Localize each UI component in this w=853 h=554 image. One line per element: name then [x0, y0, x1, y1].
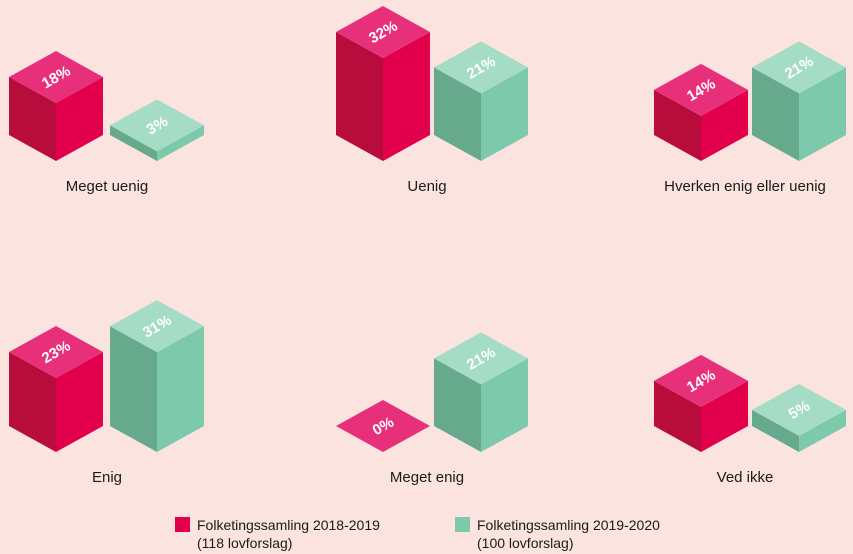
bar-left-face: [752, 409, 799, 452]
legend-swatch: [455, 517, 470, 532]
bar-left-face: [110, 326, 157, 452]
category-label: Ved ikke: [717, 469, 774, 486]
bar-top-face: [434, 41, 528, 94]
bar: [752, 41, 846, 161]
bar-left-face: [9, 77, 56, 161]
bar-right-face: [56, 351, 103, 452]
bar: [336, 400, 430, 452]
bar-left-face: [336, 31, 383, 162]
bar: [434, 332, 528, 452]
bar-top-face: [110, 99, 204, 152]
legend-label: Folketingssamling 2019-2020: [477, 517, 660, 533]
bar-right-face: [701, 89, 748, 161]
bar-right-face: [157, 125, 204, 161]
bar-top-face: [9, 51, 103, 104]
legend-detail: (100 lovforslag): [477, 535, 574, 551]
bar: [654, 63, 748, 161]
bar-right-face: [799, 409, 846, 452]
bar-left-face: [654, 380, 701, 452]
bar: [752, 383, 846, 452]
bar-right-face: [157, 326, 204, 452]
bar-left-face: [9, 351, 56, 452]
category-label: Hverken enig eller uenig: [664, 178, 826, 195]
bar: [110, 300, 204, 452]
bar-left-face: [654, 89, 701, 161]
category-label: Uenig: [407, 178, 446, 195]
legend-label: Folketingssamling 2018-2019: [197, 517, 380, 533]
bar-left-face: [752, 67, 799, 161]
bar-top-face: [336, 400, 430, 452]
bar-top-face: [9, 325, 103, 378]
bar-right-face: [56, 77, 103, 161]
bar-right-face: [383, 31, 430, 162]
category-label: Meget uenig: [66, 178, 149, 195]
bar-top-face: [110, 300, 204, 353]
legend-detail: (118 lovforslag): [197, 535, 292, 551]
bar-top-face: [654, 63, 748, 116]
bar-right-face: [799, 67, 846, 161]
bar: [9, 51, 103, 161]
bar-left-face: [434, 67, 481, 161]
bar: [434, 41, 528, 161]
bar-top-face: [654, 354, 748, 407]
bar: [336, 5, 430, 162]
bar: [110, 99, 204, 161]
bar-top-face: [434, 332, 528, 385]
category-label: Enig: [92, 469, 122, 486]
bar-right-face: [481, 358, 528, 452]
category-label: Meget enig: [390, 469, 464, 486]
bar-right-face: [481, 67, 528, 161]
bar-left-face: [110, 125, 157, 161]
legend-swatch: [175, 517, 190, 532]
bar-top-face: [752, 383, 846, 436]
bar: [654, 354, 748, 452]
bar-right-face: [701, 380, 748, 452]
bar: [9, 325, 103, 452]
bar-left-face: [434, 358, 481, 452]
bar-top-face: [752, 41, 846, 94]
bar-top-face: [336, 5, 430, 58]
